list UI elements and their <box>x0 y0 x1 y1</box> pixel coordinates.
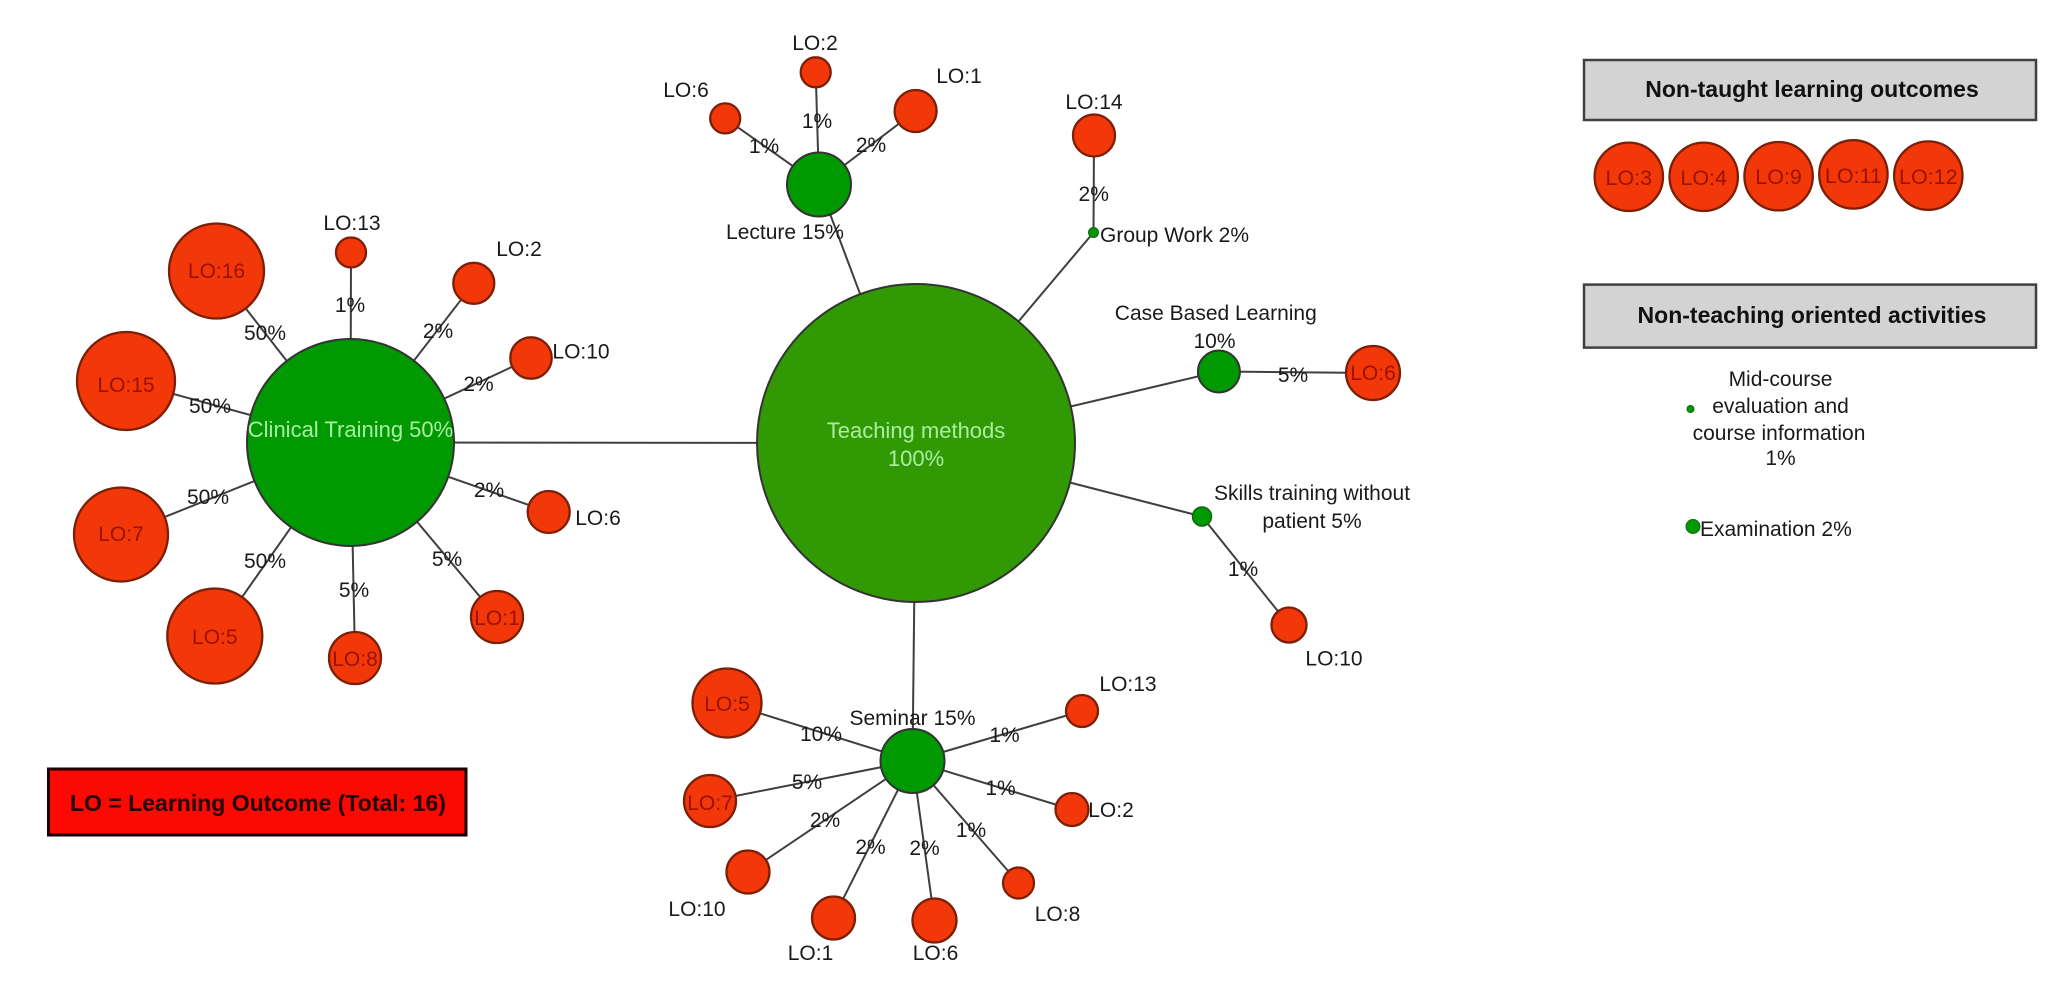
svg-text:Group Work 2%: Group Work 2% <box>1100 224 1249 247</box>
svg-text:5%: 5% <box>1278 364 1308 387</box>
svg-text:LO:10: LO:10 <box>668 898 725 921</box>
svg-text:LO:1: LO:1 <box>474 607 520 630</box>
svg-text:LO:5: LO:5 <box>192 626 238 649</box>
svg-text:LO:2: LO:2 <box>1088 799 1134 822</box>
svg-text:LO:1: LO:1 <box>788 942 834 965</box>
svg-text:1%: 1% <box>1765 447 1795 470</box>
svg-text:patient 5%: patient 5% <box>1262 510 1361 533</box>
svg-text:LO:14: LO:14 <box>1065 91 1123 114</box>
svg-text:2%: 2% <box>856 134 886 157</box>
svg-text:Case Based Learning: Case Based Learning <box>1115 302 1317 325</box>
svg-text:LO:12: LO:12 <box>1899 165 1958 189</box>
svg-text:1%: 1% <box>335 294 365 317</box>
svg-text:1%: 1% <box>802 110 832 133</box>
svg-text:LO:10: LO:10 <box>552 341 609 364</box>
svg-text:LO:10: LO:10 <box>1305 648 1362 671</box>
svg-text:LO:6: LO:6 <box>575 507 621 530</box>
svg-text:LO:5: LO:5 <box>704 693 750 716</box>
svg-text:100%: 100% <box>888 446 944 471</box>
svg-text:1%: 1% <box>985 777 1015 800</box>
svg-text:2%: 2% <box>1079 183 1109 206</box>
svg-text:Seminar 15%: Seminar 15% <box>849 707 975 730</box>
svg-text:2%: 2% <box>423 320 453 343</box>
svg-text:Lecture 15%: Lecture 15% <box>726 221 844 244</box>
svg-text:LO:8: LO:8 <box>332 648 378 671</box>
svg-text:10%: 10% <box>1193 330 1235 353</box>
svg-text:LO:1: LO:1 <box>936 65 982 88</box>
svg-text:LO:13: LO:13 <box>323 212 380 235</box>
svg-text:LO:13: LO:13 <box>1099 673 1156 696</box>
svg-text:LO:4: LO:4 <box>1680 166 1727 190</box>
svg-text:LO:6: LO:6 <box>1350 362 1396 385</box>
svg-text:5%: 5% <box>339 579 369 602</box>
svg-text:2%: 2% <box>909 837 939 860</box>
svg-text:LO:16: LO:16 <box>188 260 245 283</box>
svg-text:LO:2: LO:2 <box>792 32 838 55</box>
svg-text:1%: 1% <box>749 135 779 158</box>
svg-text:LO:15: LO:15 <box>97 374 154 397</box>
svg-text:1%: 1% <box>956 819 986 842</box>
svg-text:LO:6: LO:6 <box>663 79 709 102</box>
svg-text:course information: course information <box>1693 422 1866 445</box>
svg-text:10%: 10% <box>800 723 842 746</box>
svg-text:evaluation and: evaluation and <box>1712 395 1849 418</box>
svg-text:LO:8: LO:8 <box>1035 903 1081 926</box>
svg-text:2%: 2% <box>855 836 885 859</box>
svg-text:Examination 2%: Examination 2% <box>1700 518 1852 541</box>
svg-text:LO:6: LO:6 <box>913 942 959 965</box>
svg-text:50%: 50% <box>189 395 231 418</box>
svg-text:50%: 50% <box>244 322 286 345</box>
svg-text:1%: 1% <box>989 724 1019 747</box>
svg-text:LO:3: LO:3 <box>1605 166 1652 190</box>
svg-text:Non-teaching oriented activiti: Non-teaching oriented activities <box>1638 302 1987 328</box>
svg-text:Skills training without: Skills training without <box>1214 482 1410 505</box>
svg-text:LO:2: LO:2 <box>496 238 542 261</box>
svg-text:Non-taught learning outcomes: Non-taught learning outcomes <box>1645 76 1979 102</box>
svg-text:Teaching methods: Teaching methods <box>827 418 1006 443</box>
svg-text:2%: 2% <box>463 373 493 396</box>
svg-text:LO:7: LO:7 <box>687 792 733 815</box>
svg-text:Mid-course: Mid-course <box>1729 368 1833 391</box>
svg-text:LO = Learning Outcome (Total:: LO = Learning Outcome (Total: 16) <box>70 790 446 816</box>
svg-text:Clinical Training 50%: Clinical Training 50% <box>248 417 453 442</box>
svg-text:LO:7: LO:7 <box>98 523 144 546</box>
svg-text:50%: 50% <box>244 550 286 573</box>
svg-text:2%: 2% <box>474 479 504 502</box>
svg-text:1%: 1% <box>1228 558 1258 581</box>
svg-text:LO:9: LO:9 <box>1755 165 1802 189</box>
svg-text:2%: 2% <box>810 809 840 832</box>
svg-text:50%: 50% <box>187 486 229 509</box>
svg-text:5%: 5% <box>792 771 822 794</box>
svg-text:LO:11: LO:11 <box>1825 164 1882 188</box>
svg-text:5%: 5% <box>432 548 462 571</box>
